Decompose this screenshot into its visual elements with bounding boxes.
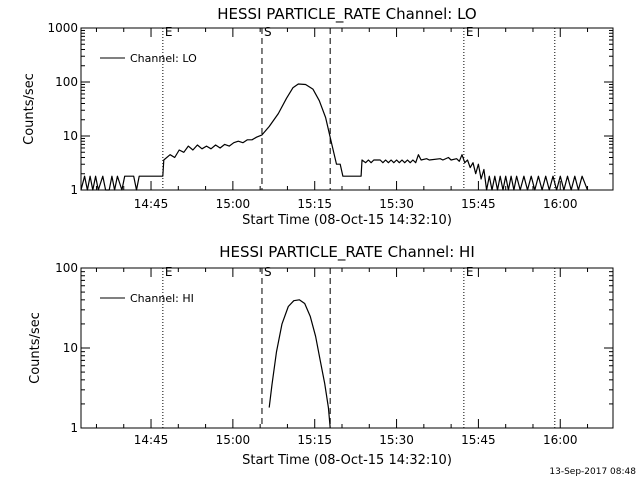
x-tick-label: 15:45 bbox=[461, 197, 496, 211]
chart-title: HESSI PARTICLE_RATE Channel: LO bbox=[217, 5, 476, 24]
event-marker-label: S bbox=[264, 265, 272, 279]
y-tick-label: 10 bbox=[63, 341, 78, 355]
x-tick-label: 15:15 bbox=[297, 197, 332, 211]
chart-title: HESSI PARTICLE_RATE Channel: HI bbox=[219, 243, 475, 262]
x-tick-label: 14:45 bbox=[134, 197, 169, 211]
series-line bbox=[268, 299, 331, 429]
y-axis-label: Counts/sec bbox=[22, 73, 37, 145]
x-tick-label: 15:00 bbox=[216, 433, 251, 447]
x-tick-label: 15:45 bbox=[461, 433, 496, 447]
x-axis-label: Start Time (08-Oct-15 14:32:10) bbox=[242, 453, 452, 468]
x-axis-label: Start Time (08-Oct-15 14:32:10) bbox=[242, 213, 452, 228]
y-tick-label: 10 bbox=[63, 129, 78, 143]
footer-timestamp: 13-Sep-2017 08:48 bbox=[549, 467, 636, 477]
panel-channel-lo: HESSI PARTICLE_RATE Channel: LO 1 10 100 100… bbox=[22, 5, 614, 228]
legend-entry: Channel: HI bbox=[130, 292, 194, 305]
panel-channel-hi: HESSI PARTICLE_RATE Channel: HI 1 10 100 14:… bbox=[28, 243, 614, 468]
x-tick-label: 16:00 bbox=[543, 197, 578, 211]
y-tick-label: 1000 bbox=[47, 21, 78, 35]
series-line bbox=[80, 83, 589, 191]
y-axis-label: Counts/sec bbox=[28, 312, 43, 384]
x-tick-label: 14:45 bbox=[134, 433, 169, 447]
x-tick-label: 15:30 bbox=[379, 433, 414, 447]
y-tick-label: 100 bbox=[55, 75, 78, 89]
x-tick-label: 15:00 bbox=[216, 197, 251, 211]
plot-frame bbox=[80, 27, 614, 191]
y-tick-label: 1 bbox=[70, 421, 78, 435]
y-tick-label: 1 bbox=[70, 183, 78, 197]
event-marker-label: E bbox=[466, 25, 474, 39]
legend-entry: Channel: LO bbox=[130, 52, 197, 65]
x-tick-label: 15:15 bbox=[297, 433, 332, 447]
y-tick-label: 100 bbox=[55, 261, 78, 275]
x-tick-label: 16:00 bbox=[543, 433, 578, 447]
event-marker-label: S bbox=[264, 25, 272, 39]
event-marker-label: E bbox=[165, 265, 173, 279]
event-marker-label: E bbox=[466, 265, 474, 279]
event-marker-label: E bbox=[165, 25, 173, 39]
x-tick-label: 15:30 bbox=[379, 197, 414, 211]
